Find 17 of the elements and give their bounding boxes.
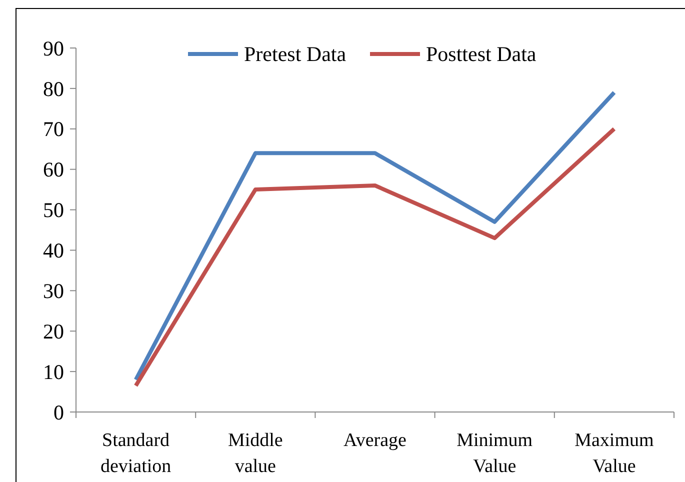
- y-tick-label: 40: [43, 238, 64, 263]
- y-tick-label: 80: [43, 76, 64, 101]
- x-tick-label: Average: [344, 430, 406, 451]
- legend-label: Pretest Data: [244, 42, 347, 66]
- y-tick-label: 30: [43, 279, 64, 304]
- y-tick-label: 50: [43, 198, 64, 222]
- y-tick-label: 10: [43, 360, 64, 384]
- y-tick-label: 70: [43, 117, 64, 142]
- y-tick-label: 20: [43, 319, 64, 344]
- x-tick-label: Minimum Value: [456, 430, 533, 477]
- x-tick-label: Middle value: [228, 430, 283, 477]
- y-tick-label: 60: [43, 158, 64, 182]
- y-tick-label: 0: [54, 400, 64, 424]
- x-tick-label: Maximum Value: [574, 430, 654, 477]
- legend-label: Posttest Data: [426, 42, 537, 66]
- y-tick-label: 90: [43, 36, 64, 60]
- x-tick-label: Standard deviation: [100, 430, 172, 477]
